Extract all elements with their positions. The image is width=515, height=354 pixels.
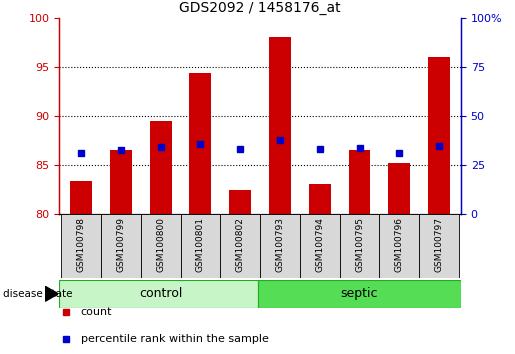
Bar — [101, 214, 141, 278]
Bar — [61, 214, 101, 278]
Text: count: count — [81, 307, 112, 317]
Text: percentile rank within the sample: percentile rank within the sample — [81, 334, 269, 344]
Bar — [190, 73, 211, 214]
Bar — [70, 181, 92, 214]
Bar — [428, 57, 450, 214]
Text: GSM100796: GSM100796 — [395, 217, 404, 272]
Text: GSM100797: GSM100797 — [435, 217, 443, 272]
Bar — [229, 190, 251, 214]
Bar — [388, 163, 410, 214]
Text: GSM100795: GSM100795 — [355, 217, 364, 272]
Bar — [258, 280, 461, 308]
Bar — [300, 214, 339, 278]
Text: GSM100802: GSM100802 — [236, 217, 245, 272]
Bar — [380, 214, 419, 278]
Text: disease state: disease state — [3, 289, 72, 299]
Bar — [110, 150, 132, 214]
Bar — [220, 214, 260, 278]
Text: GSM100798: GSM100798 — [77, 217, 85, 272]
Polygon shape — [45, 286, 58, 301]
Text: GSM100793: GSM100793 — [276, 217, 284, 272]
Bar — [141, 214, 181, 278]
Bar — [269, 37, 291, 214]
Bar — [309, 184, 331, 214]
Bar — [349, 150, 370, 214]
Text: GSM100801: GSM100801 — [196, 217, 205, 272]
Text: GSM100799: GSM100799 — [116, 217, 125, 272]
Bar — [181, 214, 220, 278]
Bar — [260, 214, 300, 278]
Title: GDS2092 / 1458176_at: GDS2092 / 1458176_at — [179, 1, 341, 15]
Bar — [59, 280, 258, 308]
Text: septic: septic — [341, 287, 378, 300]
Bar — [419, 214, 459, 278]
Text: GSM100794: GSM100794 — [315, 217, 324, 272]
Text: GSM100800: GSM100800 — [156, 217, 165, 272]
Bar — [339, 214, 380, 278]
Text: control: control — [139, 287, 182, 300]
Bar — [150, 121, 171, 214]
